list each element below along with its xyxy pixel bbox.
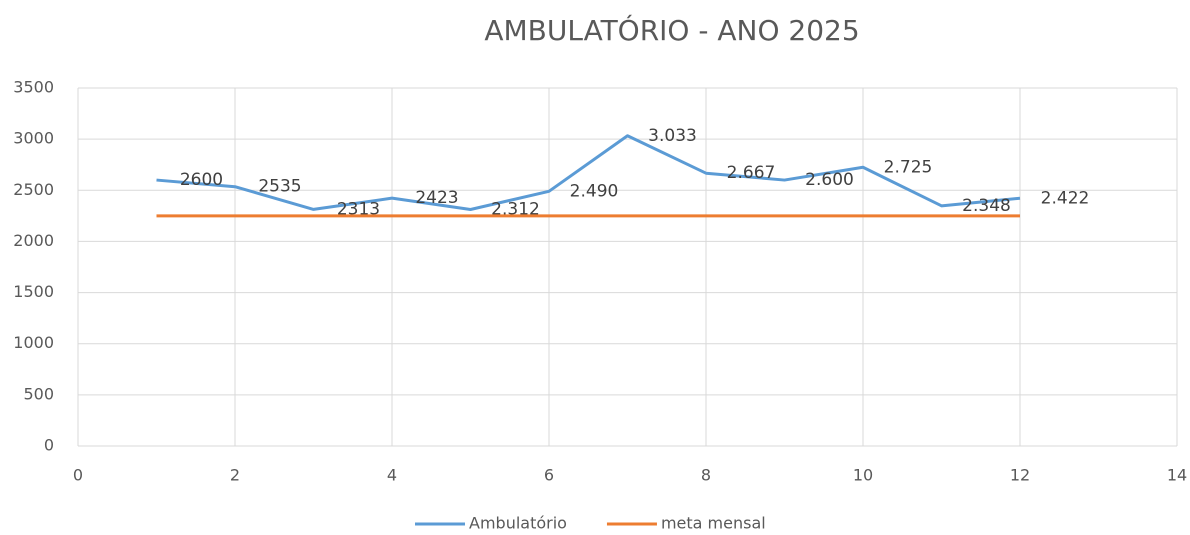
- data-label: 2.667: [727, 163, 776, 183]
- y-tick-label: 0: [44, 436, 54, 455]
- x-tick-label: 6: [544, 466, 554, 485]
- data-label: 2.600: [805, 170, 854, 190]
- y-tick-label: 2500: [13, 180, 54, 199]
- x-tick-label: 10: [853, 466, 873, 485]
- data-label: 2600: [180, 170, 223, 190]
- data-label: 2.348: [962, 196, 1011, 216]
- data-label: 2.725: [884, 157, 933, 177]
- y-tick-label: 1000: [13, 333, 54, 352]
- y-tick-label: 500: [23, 384, 54, 403]
- x-tick-label: 2: [230, 466, 240, 485]
- series-line: [156, 134, 1021, 212]
- y-tick-label: 3500: [13, 78, 54, 97]
- data-label: 2535: [258, 177, 301, 197]
- y-tick-label: 3000: [13, 129, 54, 148]
- x-tick-label: 12: [1010, 466, 1030, 485]
- x-tick-label: 8: [701, 466, 711, 485]
- y-tick-label: 1500: [13, 282, 54, 301]
- data-label: 2.490: [570, 181, 619, 201]
- chart-title: AMBULATÓRIO - ANO 2025: [484, 13, 859, 47]
- x-tick-label: 14: [1167, 466, 1187, 485]
- x-tick-label: 0: [73, 466, 83, 485]
- x-tick-label: 4: [387, 466, 397, 485]
- legend-label: Ambulatório: [469, 514, 567, 533]
- data-label: 2423: [415, 188, 458, 208]
- data-label: 2.422: [1041, 188, 1090, 208]
- legend-label: meta mensal: [661, 514, 766, 533]
- y-tick-label: 2000: [13, 231, 54, 250]
- data-label: 3.033: [648, 126, 697, 146]
